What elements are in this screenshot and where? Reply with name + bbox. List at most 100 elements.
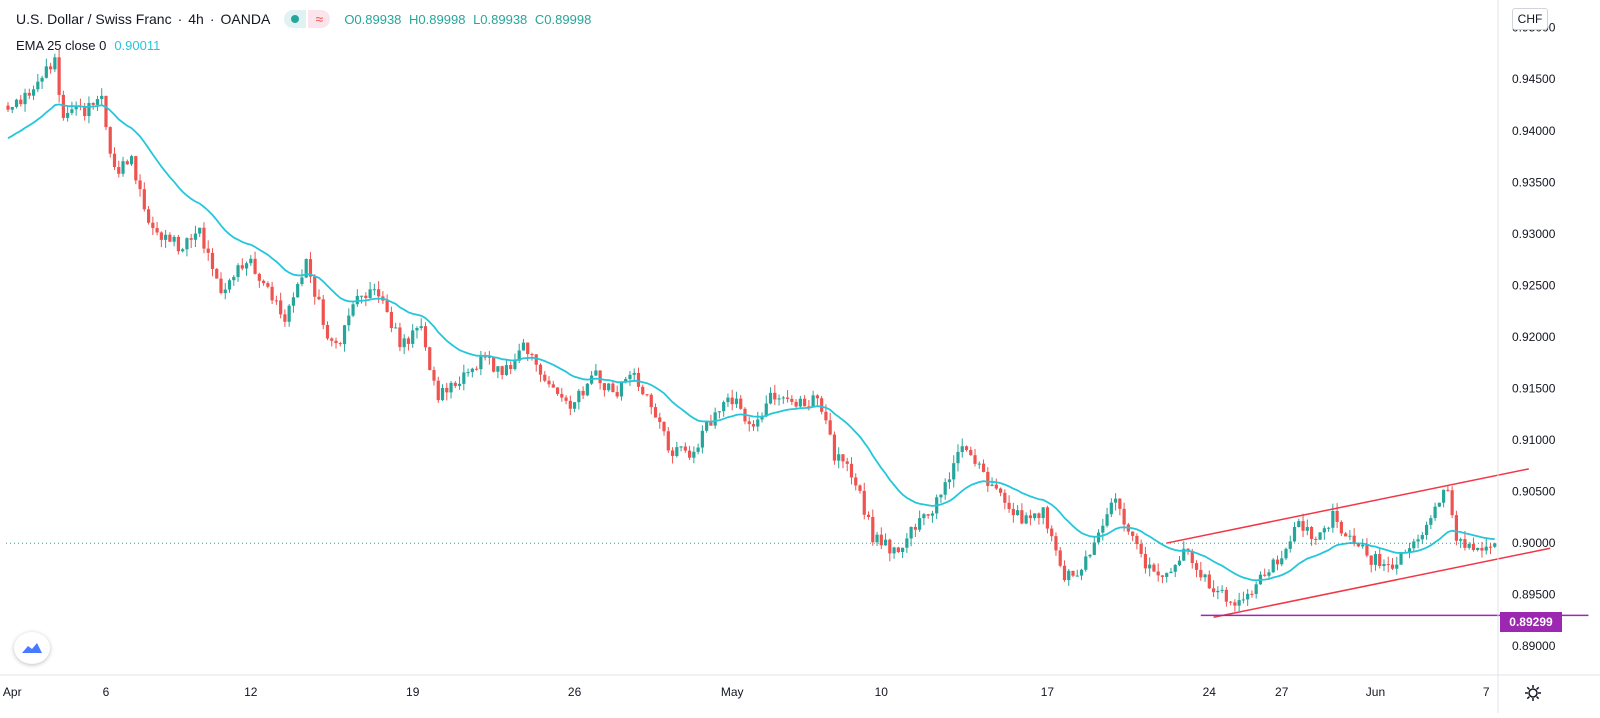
candle-body (504, 365, 509, 376)
candle-body (1318, 532, 1322, 540)
candle-body (773, 392, 777, 400)
close-value: C0.89998 (534, 11, 592, 27)
candle-body (1493, 543, 1497, 547)
candle-body (538, 364, 543, 375)
candle-body (1446, 489, 1450, 491)
wave-icon: ≈ (308, 10, 331, 28)
candle-body (402, 338, 406, 348)
candle-body (253, 258, 257, 274)
y-tick-label: 0.89000 (1512, 639, 1556, 653)
candle-body (159, 232, 163, 240)
ema-line (7, 103, 1495, 582)
candle-body (981, 463, 986, 472)
candle-body (1416, 539, 1420, 542)
candle-body (36, 81, 40, 90)
candle-body (607, 383, 611, 391)
candle-body (1327, 527, 1331, 529)
candle-body (555, 387, 560, 394)
candle-body (1382, 564, 1386, 566)
candle-body (151, 222, 155, 229)
candle-body (858, 485, 862, 491)
candle-body (756, 419, 760, 427)
candle-body (1344, 533, 1348, 537)
x-tick-label: Apr (3, 685, 22, 699)
candle-body (815, 395, 819, 399)
candle-body (1297, 521, 1301, 527)
candle-body (70, 109, 74, 113)
candle-body (440, 387, 445, 401)
candle-body (675, 447, 679, 456)
candle-body (185, 238, 189, 250)
candle-body (313, 276, 317, 297)
candle-body (83, 106, 87, 117)
candle-body (223, 289, 227, 294)
candle-body (453, 382, 457, 386)
candle-body (696, 447, 700, 452)
candle-body (888, 539, 892, 554)
candle-body (227, 280, 232, 290)
gear-icon[interactable] (1522, 682, 1544, 704)
candle-body (338, 343, 342, 345)
candle-body (509, 365, 513, 370)
candle-body (871, 516, 875, 543)
x-tick-label: 6 (103, 685, 110, 699)
candle-body (760, 416, 764, 420)
market-status-icon (284, 10, 307, 28)
candle-body (913, 526, 917, 530)
candle-body (1305, 527, 1309, 531)
indicator-legend[interactable]: EMA 25 close 0 0.90011 (16, 38, 160, 53)
candle-body (700, 430, 704, 448)
candle-body (95, 99, 100, 105)
symbol-name[interactable]: U.S. Dollar / Swiss Franc (16, 11, 172, 27)
candle-body (594, 370, 598, 376)
currency-button[interactable]: CHF (1512, 8, 1548, 30)
candle-body (1420, 535, 1424, 540)
candle-body (811, 395, 815, 407)
open-value: O0.89938 (344, 11, 402, 27)
candle-body (862, 490, 866, 515)
candle-body (1480, 547, 1484, 551)
tradingview-logo-icon[interactable] (14, 632, 50, 664)
broker-label: OANDA (220, 11, 271, 27)
candle-body (849, 463, 854, 478)
candle-body (513, 360, 517, 370)
candle-body (1156, 571, 1160, 576)
candle-body (428, 347, 432, 371)
candle-body (347, 315, 351, 326)
candle-body (57, 57, 61, 95)
interval-label[interactable]: 4h (188, 11, 204, 27)
candle-body (155, 228, 159, 233)
candle-body (1275, 559, 1280, 565)
candle-body (1203, 574, 1207, 578)
candle-body (854, 477, 858, 486)
candle-body (317, 296, 321, 300)
candle-body (164, 234, 168, 240)
candle-body (1020, 510, 1024, 524)
status-pill[interactable]: ≈ (284, 10, 331, 28)
candle-body (1488, 546, 1493, 548)
candle-body (572, 402, 577, 409)
candle-body (389, 312, 393, 329)
candle-body (117, 167, 121, 174)
candle-body (1173, 565, 1177, 572)
candle-body (206, 248, 210, 253)
candle-body (709, 421, 713, 426)
candle-body (342, 325, 347, 345)
candle-body (1386, 564, 1390, 566)
candle-body (658, 417, 662, 423)
candle-body (820, 398, 824, 412)
candle-body (739, 398, 743, 409)
low-value: L0.89938 (473, 11, 528, 27)
candle-body (364, 295, 368, 299)
candle-body (172, 236, 176, 242)
candle-body (952, 463, 956, 480)
candle-body (1229, 601, 1233, 603)
candle-body (930, 513, 935, 516)
candle-body (998, 488, 1003, 493)
candle-body (879, 534, 883, 546)
candle-body (543, 374, 547, 381)
candle-body (44, 66, 48, 78)
candle-body (479, 356, 483, 370)
